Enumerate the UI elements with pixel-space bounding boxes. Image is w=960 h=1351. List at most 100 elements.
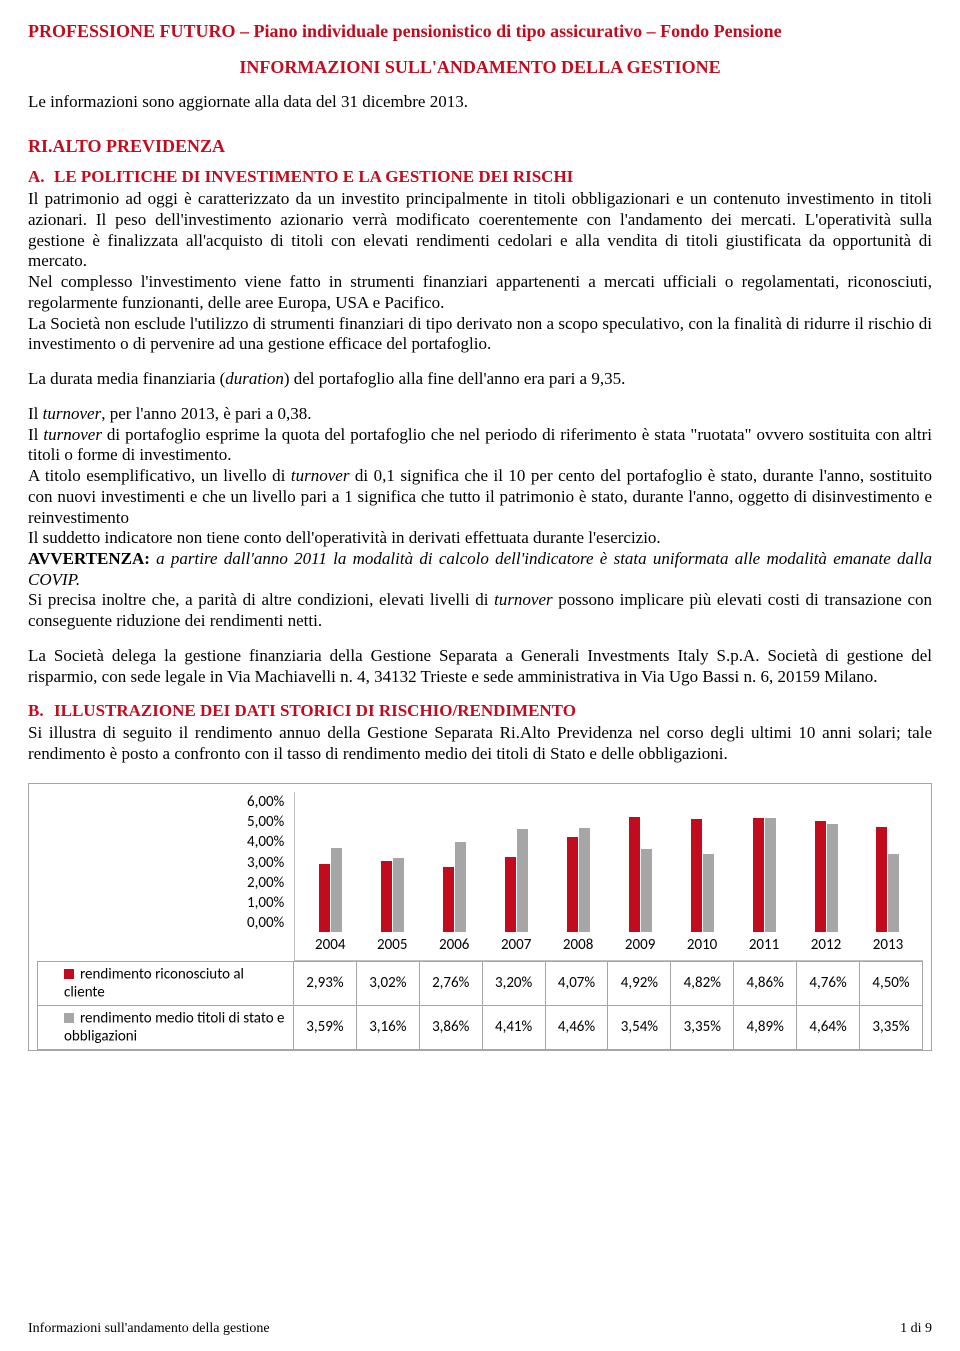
chart-bar-series2 (827, 824, 838, 932)
chart-bar-series2 (455, 842, 466, 932)
chart-bar-series1 (629, 817, 640, 932)
chart-x-label: 2007 (496, 936, 536, 954)
chart-bar-series2 (641, 849, 652, 932)
turnover1-post: , per l'anno 2013, è pari a 0,38. (101, 404, 311, 423)
table-cell: 4,82% (671, 961, 734, 1005)
table-row: rendimento riconosciuto al cliente2,93%3… (38, 961, 923, 1005)
chart-data-table: rendimento riconosciuto al cliente2,93%3… (37, 961, 923, 1050)
section-a-delega: La Società delega la gestione finanziari… (28, 646, 932, 687)
table-cell: 2,76% (419, 961, 482, 1005)
table-cell: 3,35% (860, 1005, 923, 1049)
chart-bar-series1 (567, 837, 578, 932)
section-a-indicator: Il suddetto indicatore non tiene conto d… (28, 528, 932, 549)
duration-pre: La durata media finanziaria ( (28, 369, 225, 388)
section-a-duration: La durata media finanziaria (duration) d… (28, 369, 932, 390)
table-cell: 4,86% (734, 961, 797, 1005)
chart-y-axis: 6,00%5,00%4,00%3,00%2,00%1,00%0,00% (37, 792, 290, 932)
chart-x-label: 2006 (434, 936, 474, 954)
table-cell: 3,20% (482, 961, 545, 1005)
table-cell: 4,46% (545, 1005, 608, 1049)
chart-bar-pair (310, 848, 350, 932)
precisa-word: turnover (494, 590, 553, 609)
chart-bar-pair (620, 817, 660, 932)
chart-bar-pair (806, 821, 846, 932)
chart-bar-pair (496, 829, 536, 932)
table-cell: 3,59% (294, 1005, 357, 1049)
chart-x-label: 2012 (806, 936, 846, 954)
turnover3-word: turnover (291, 466, 350, 485)
chart-bar-series1 (505, 857, 516, 932)
section-name: RI.ALTO PREVIDENZA (28, 136, 932, 157)
chart-bar-series2 (517, 829, 528, 932)
section-a-precisa: Si precisa inoltre che, a parità di altr… (28, 590, 932, 631)
avv-text: a partire dall'anno 2011 la modalità di … (28, 549, 932, 589)
table-cell: 4,92% (608, 961, 671, 1005)
chart-bar-series2 (393, 858, 404, 932)
chart-bar-pair (434, 842, 474, 932)
section-a-heading: A.LE POLITICHE DI INVESTIMENTO E LA GEST… (28, 167, 932, 187)
chart-bar-pair (744, 818, 784, 932)
series-label-text: rendimento medio titoli di stato e obbli… (64, 1009, 285, 1045)
section-b-title: ILLUSTRAZIONE DEI DATI STORICI DI RISCHI… (54, 701, 576, 720)
section-a-letter: A. (28, 167, 54, 187)
section-a-p2: Nel complesso l'investimento viene fatto… (28, 272, 932, 313)
page-footer: Informazioni sull'andamento della gestio… (28, 1321, 932, 1337)
chart-x-label: 2013 (868, 936, 908, 954)
chart-bar-pair (558, 828, 598, 932)
turnover1-pre: Il (28, 404, 43, 423)
section-b-heading: B.ILLUSTRAZIONE DEI DATI STORICI DI RISC… (28, 701, 932, 721)
chart-bar-series1 (319, 864, 330, 932)
chart-x-label: 2004 (310, 936, 350, 954)
duration-word: duration (225, 369, 284, 388)
chart-bar-pair (682, 819, 722, 931)
section-a-p3: La Società non esclude l'utilizzo di str… (28, 314, 932, 355)
updated-line: Le informazioni sono aggiornate alla dat… (28, 92, 932, 113)
section-a-title: LE POLITICHE DI INVESTIMENTO E LA GESTIO… (54, 167, 573, 186)
table-row: rendimento medio titoli di stato e obbli… (38, 1005, 923, 1049)
table-cell: 4,07% (545, 961, 608, 1005)
series-label-text: rendimento riconosciuto al cliente (64, 965, 244, 1001)
table-cell: 3,35% (671, 1005, 734, 1049)
chart-bar-series2 (765, 818, 776, 932)
chart-y-tick: 1,00% (247, 895, 284, 912)
chart-plot (295, 792, 923, 932)
section-a-turnover-2: Il turnover di portafoglio esprime la qu… (28, 425, 932, 466)
chart-area: 6,00%5,00%4,00%3,00%2,00%1,00%0,00% 2004… (37, 792, 923, 961)
turnover2-pre: Il (28, 425, 43, 444)
table-cell: 4,89% (734, 1005, 797, 1049)
chart-x-label: 2010 (682, 936, 722, 954)
table-cell: 3,16% (356, 1005, 419, 1049)
doc-title: PROFESSIONE FUTURO – Piano individuale p… (28, 20, 932, 43)
avv-label: AVVERTENZA: (28, 549, 150, 568)
chart-bar-series1 (815, 821, 826, 932)
page: PROFESSIONE FUTURO – Piano individuale p… (0, 0, 960, 1351)
section-a-avvertenza: AVVERTENZA: a partire dall'anno 2011 la … (28, 549, 932, 590)
chart-y-tick: 3,00% (247, 855, 284, 872)
turnover1-word: turnover (43, 404, 102, 423)
chart-bar-series2 (703, 854, 714, 932)
legend-swatch (64, 1013, 74, 1023)
chart-x-label: 2008 (558, 936, 598, 954)
table-cell: 3,02% (356, 961, 419, 1005)
chart-bar-series1 (876, 827, 887, 932)
table-cell: 3,86% (419, 1005, 482, 1049)
chart-y-tick: 5,00% (247, 814, 284, 831)
footer-right: 1 di 9 (900, 1321, 932, 1337)
section-a-p1: Il patrimonio ad oggi è caratterizzato d… (28, 189, 932, 272)
table-cell: 4,50% (860, 961, 923, 1005)
chart-plot-outer: 2004200520062007200820092010201120122013 (294, 792, 923, 961)
section-b-letter: B. (28, 701, 54, 721)
chart-bar-series2 (888, 854, 899, 932)
section-a-turnover-3: A titolo esemplificativo, un livello di … (28, 466, 932, 528)
chart-y-tick: 4,00% (247, 834, 284, 851)
table-cell: 4,64% (797, 1005, 860, 1049)
chart-bar-series1 (753, 818, 764, 931)
doc-subtitle: INFORMAZIONI SULL'ANDAMENTO DELLA GESTIO… (28, 57, 932, 78)
chart-bar-series2 (579, 828, 590, 932)
series-label-cell: rendimento medio titoli di stato e obbli… (38, 1005, 294, 1049)
chart-y-tick: 6,00% (247, 794, 284, 811)
chart-bar-pair (372, 858, 412, 932)
chart-x-axis: 2004200520062007200820092010201120122013 (295, 932, 923, 960)
chart-y-tick: 0,00% (247, 915, 284, 932)
chart-container: 6,00%5,00%4,00%3,00%2,00%1,00%0,00% 2004… (28, 783, 932, 1051)
